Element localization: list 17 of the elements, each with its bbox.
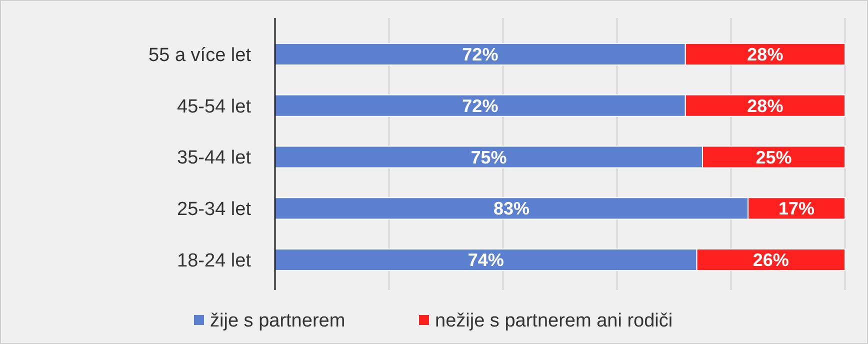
legend-label: nežije s partnerem ani rodiči (435, 310, 673, 332)
data-label: 28% (747, 44, 784, 65)
data-label: 72% (462, 44, 498, 65)
data-label: 74% (468, 250, 504, 270)
legend-label: žije s partnerem (210, 310, 346, 332)
y-tick-label: 45-54 let (177, 96, 252, 118)
y-tick-label: 35-44 let (177, 148, 252, 169)
data-label: 25% (756, 147, 792, 168)
data-label: 83% (494, 198, 530, 219)
data-label: 72% (462, 96, 498, 116)
data-label: 17% (778, 198, 815, 219)
y-tick-label: 18-24 let (177, 250, 252, 272)
data-label: 28% (747, 96, 784, 116)
data-label: 75% (470, 147, 507, 168)
data-label: 26% (752, 250, 789, 270)
y-tick-label: 25-34 let (177, 199, 252, 220)
y-tick-label: 55 a více let (148, 44, 252, 66)
